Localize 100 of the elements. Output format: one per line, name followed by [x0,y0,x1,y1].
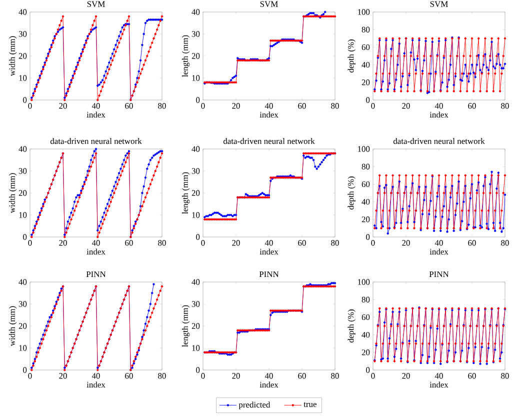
y-tick-label: 60 [362,44,370,50]
x-axis-title: index [86,248,106,255]
x-tick-label: 80 [158,240,166,246]
y-axis-title: width (mm) [8,36,17,76]
y-tick-label: 40 [192,146,200,152]
y-tick-label: 100 [358,279,370,285]
y-tick-label: 20 [362,350,370,356]
x-tick-label: 0 [201,240,205,246]
x-tick-label: 60 [468,373,476,379]
x-tick-label: 80 [501,103,509,109]
x-tick-label: 0 [28,373,32,379]
x-axis-title: index [260,248,278,255]
y-tick-label: 0 [366,367,370,373]
x-tick-label: 80 [331,240,339,246]
y-tick-label: 10 [19,75,27,81]
x-tick-label: 20 [232,373,240,379]
y-tick-label: 40 [192,279,200,285]
x-tick-label: 60 [125,240,133,246]
y-tick-label: 0 [366,97,370,103]
x-tick-label: 80 [331,373,339,379]
y-tick-label: 30 [192,31,200,37]
x-tick-label: 40 [92,373,100,379]
y-tick-label: 30 [18,301,27,307]
x-tick-label: 60 [468,240,476,246]
x-axis-title: index [430,248,448,255]
chart-title: data-driven neural network [50,138,142,144]
x-tick-label: 20 [232,240,240,246]
y-tick-label: 100 [358,146,370,152]
x-tick-label: 60 [468,103,476,109]
y-tick-label: 60 [362,181,370,188]
x-tick-label: 0 [371,103,375,109]
y-tick-label: 20 [192,53,200,59]
x-tick-label: 20 [402,240,410,246]
x-tick-label: 20 [59,373,67,379]
y-tick-label: 20 [18,190,27,196]
y-tick-label: 40 [362,332,370,338]
x-tick-label: 80 [501,240,509,246]
y-tick-label: 80 [362,164,370,170]
x-tick-label: 20 [402,103,410,109]
y-tick-label: 40 [362,62,370,68]
y-tick-label: 30 [192,168,200,174]
y-tick-label: 10 [192,345,200,351]
x-tick-label: 0 [28,240,32,246]
y-tick-label: 80 [362,296,370,302]
y-tick-label: 40 [192,9,200,15]
y-tick-label: 100 [358,9,370,15]
y-axis-title: width (mm) [8,306,17,346]
y-tick-label: 20 [362,216,370,222]
legend-label: predicted [238,402,270,410]
x-tick-label: 80 [158,373,166,379]
x-axis-title: index [260,382,278,388]
x-tick-label: 60 [298,373,306,379]
x-tick-label: 0 [201,103,205,109]
y-tick-label: 0 [23,234,27,240]
x-tick-label: 80 [158,103,166,109]
y-tick-label: 30 [18,168,27,174]
x-axis-title: index [430,112,448,118]
y-axis-title: width (mm) [8,173,17,214]
y-tick-label: 20 [18,323,27,329]
chart-title: data-driven neural network [223,138,315,144]
x-tick-label: 80 [331,103,339,109]
y-tick-label: 10 [192,75,200,81]
x-tick-label: 0 [201,373,205,379]
x-tick-label: 60 [298,103,306,109]
y-tick-label: 40 [18,9,27,15]
x-tick-label: 40 [434,103,443,109]
y-tick-label: 10 [19,212,27,218]
y-tick-label: 0 [23,367,27,373]
x-tick-label: 20 [232,103,240,109]
y-tick-label: 30 [192,301,200,307]
y-tick-label: 20 [362,80,370,86]
y-tick-label: 0 [196,234,200,240]
y-tick-label: 0 [196,367,200,373]
y-tick-label: 40 [18,146,27,152]
y-tick-label: 30 [18,31,27,37]
y-tick-label: 20 [192,323,200,329]
y-tick-label: 0 [23,97,27,103]
y-axis-title: length (mm) [182,172,190,214]
x-tick-label: 40 [264,103,273,109]
legend-label: true [304,402,316,408]
x-tick-label: 40 [264,240,273,246]
y-tick-label: 60 [362,314,370,320]
x-tick-label: 60 [298,240,306,246]
y-tick-label: 40 [18,279,27,285]
chart-title: data-driven neural network [393,138,485,144]
x-tick-label: 20 [59,240,67,246]
y-axis-title: depth (%) [348,40,356,72]
y-tick-label: 20 [18,53,27,59]
x-axis-title: index [260,112,278,118]
chart-title: PINN [86,271,106,277]
x-tick-label: 60 [125,103,133,109]
chart-title: PINN [429,271,449,277]
x-tick-label: 40 [434,373,443,379]
chart-title: PINN [259,271,279,277]
y-tick-label: 10 [19,345,27,351]
x-tick-label: 40 [92,240,100,246]
x-tick-label: 20 [59,103,67,109]
chart-title: SVM [260,1,278,7]
x-tick-label: 60 [125,373,133,379]
y-tick-label: 80 [362,26,370,32]
